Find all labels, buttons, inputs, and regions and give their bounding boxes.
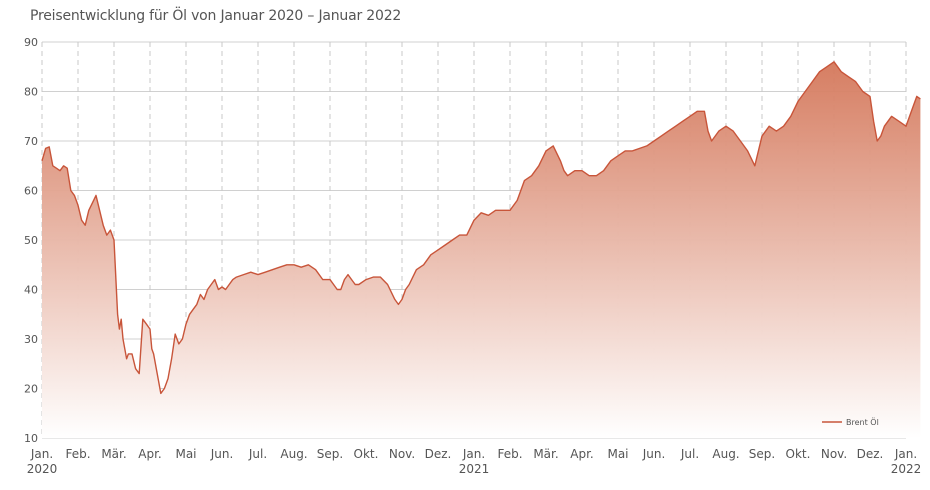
x-tick-label: Mär.: [533, 447, 558, 461]
x-tick-label: Okt.: [786, 447, 811, 461]
x-tick-label: Aug.: [280, 447, 307, 461]
x-tick-label: Jun.: [210, 447, 234, 461]
y-tick-label: 70: [24, 135, 38, 148]
y-tick-label: 40: [24, 284, 38, 297]
legend: Brent Öl: [822, 417, 879, 427]
x-tick-label: Apr.: [138, 447, 161, 461]
x-tick-label: Dez.: [857, 447, 884, 461]
x-tick-year-label: 2022: [891, 462, 922, 476]
series-line: [41, 61, 921, 395]
x-tick-label: Jul.: [680, 447, 699, 461]
x-tick-label: Okt.: [354, 447, 379, 461]
x-tick-label: Jan.: [30, 447, 53, 461]
x-tick-label: Mai: [175, 447, 196, 461]
x-tick-label: Feb.: [497, 447, 522, 461]
x-tick-label: Aug.: [712, 447, 739, 461]
x-tick-label: Nov.: [389, 447, 415, 461]
y-tick-label: 20: [24, 383, 38, 396]
legend-label: Brent Öl: [846, 417, 879, 427]
x-tick-label: Dez.: [425, 447, 452, 461]
x-tick-label: Jan.: [894, 447, 917, 461]
area-layer: [41, 61, 921, 439]
x-tick-label: Jan.: [462, 447, 485, 461]
x-tick-year-label: 2021: [459, 462, 490, 476]
y-tick-label: 80: [24, 86, 38, 99]
x-tick-label: Mai: [607, 447, 628, 461]
chart-title: Preisentwicklung für Öl von Januar 2020 …: [30, 8, 402, 24]
y-tick-label: 30: [24, 333, 38, 346]
x-tick-label: Feb.: [65, 447, 90, 461]
x-tick-label: Jun.: [642, 447, 666, 461]
series-area: [42, 61, 921, 439]
y-tick-label: 60: [24, 185, 38, 198]
y-tick-label: 50: [24, 234, 38, 247]
y-tick-label: 10: [24, 432, 38, 445]
x-tick-year-label: 2020: [27, 462, 58, 476]
x-tick-label: Apr.: [570, 447, 593, 461]
x-tick-label: Jul.: [248, 447, 267, 461]
x-tick-label: Nov.: [821, 447, 847, 461]
x-tick-label: Sep.: [749, 447, 775, 461]
y-tick-label: 90: [24, 36, 38, 49]
x-tick-label: Mär.: [101, 447, 126, 461]
x-tick-label: Sep.: [317, 447, 343, 461]
